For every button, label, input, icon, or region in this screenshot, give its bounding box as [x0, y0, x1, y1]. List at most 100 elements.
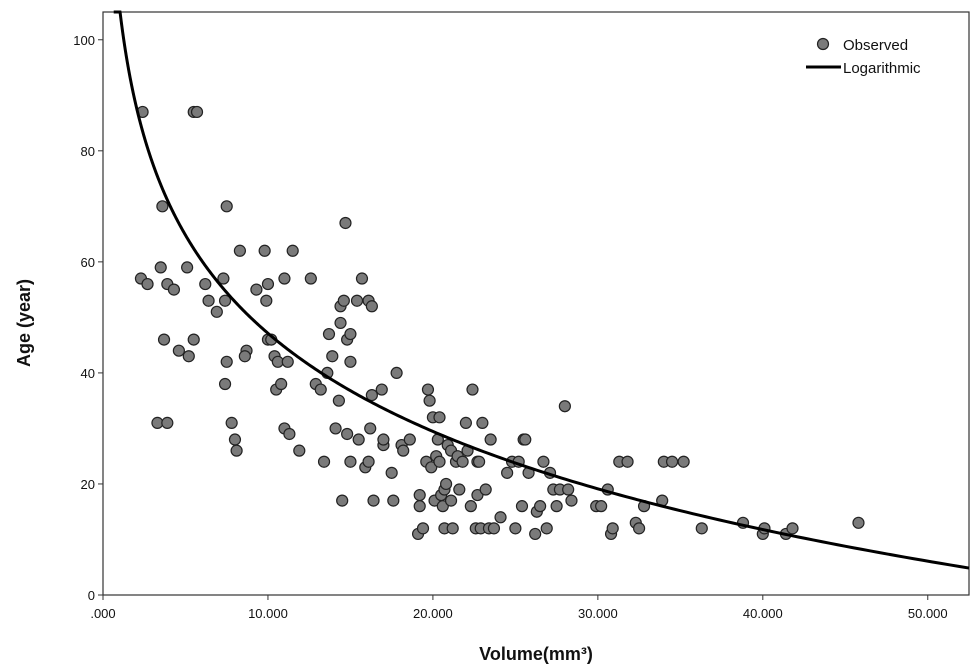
legend-logarithmic-label: Logarithmic: [843, 60, 921, 77]
observed-point: [156, 200, 169, 213]
observed-point: [459, 416, 472, 429]
legend-observed-label: Observed: [843, 37, 908, 54]
x-tick-label: 30.000: [578, 606, 618, 621]
observed-point: [472, 455, 486, 468]
observed-point: [141, 277, 154, 291]
legend-observed-marker: [816, 37, 830, 51]
observed-point: [225, 416, 238, 429]
observed-point: [217, 272, 230, 285]
observed-point: [260, 294, 273, 307]
observed-point: [344, 355, 357, 368]
observed-point: [387, 494, 400, 507]
observed-point: [385, 466, 398, 479]
observed-point: [595, 500, 608, 513]
observed-point: [339, 216, 352, 230]
x-tick-label: 10.000: [248, 606, 288, 621]
observed-point: [423, 394, 436, 407]
observed-point: [322, 327, 336, 341]
observed-point: [529, 527, 542, 541]
y-tick-label: 20: [81, 477, 95, 492]
observed-point: [550, 500, 563, 513]
y-tick-label: 60: [81, 255, 95, 270]
observed-point: [501, 466, 514, 479]
observed-point: [317, 455, 331, 468]
observed-point: [540, 522, 553, 535]
observed-point: [365, 300, 378, 313]
observed-point: [187, 333, 200, 346]
observed-point: [519, 433, 532, 446]
observed-point: [344, 455, 357, 468]
observed-point: [326, 350, 339, 363]
observed-point: [377, 433, 390, 446]
observed-point: [181, 261, 194, 274]
observed-point: [283, 427, 296, 441]
observed-point: [487, 522, 501, 535]
x-tick-label: 20.000: [413, 606, 453, 621]
observed-point: [218, 294, 232, 307]
y-tick-label: 80: [81, 144, 95, 159]
observed-point: [350, 294, 364, 307]
observed-point: [562, 483, 575, 496]
observed-point: [202, 294, 215, 307]
observed-point: [281, 355, 294, 368]
observed-point: [314, 383, 327, 396]
observed-point: [464, 500, 477, 513]
observed-point: [154, 261, 167, 274]
observed-point: [606, 522, 619, 535]
observed-point: [250, 283, 263, 296]
observed-point: [258, 244, 271, 257]
observed-point: [238, 350, 251, 363]
observed-point: [167, 283, 181, 296]
observed-point: [446, 522, 459, 535]
observed-point: [677, 455, 690, 468]
observed-point: [440, 477, 453, 491]
observed-point: [352, 433, 365, 446]
observed-point: [367, 494, 380, 507]
observed-point: [632, 522, 646, 535]
y-axis-title: Age (year): [14, 279, 34, 367]
observed-point: [509, 522, 522, 535]
observed-point: [534, 500, 547, 513]
observed-point: [365, 389, 378, 402]
observed-point: [413, 488, 426, 502]
observed-point: [413, 500, 426, 513]
plot-area-frame: [102, 11, 970, 596]
observed-point: [190, 105, 204, 119]
x-axis-title: Volume(mm³): [479, 644, 593, 664]
observed-point: [334, 316, 347, 330]
x-tick-label: 50.000: [908, 606, 948, 621]
observed-point: [336, 494, 349, 507]
observed-point: [515, 500, 529, 513]
observed-point: [355, 272, 369, 285]
observed-point: [364, 422, 377, 435]
observed-point: [278, 272, 291, 285]
observed-point: [621, 455, 634, 468]
observed-point: [403, 433, 416, 446]
y-tick-label: 0: [88, 588, 95, 603]
x-tick-label: 40.000: [743, 606, 783, 621]
observed-point: [332, 394, 345, 407]
observed-point: [695, 522, 708, 535]
observed-point: [341, 427, 354, 441]
observed-point: [444, 494, 458, 507]
observed-point: [565, 494, 578, 507]
observed-point: [558, 400, 571, 413]
observed-point: [375, 383, 388, 396]
observed-point: [220, 355, 233, 368]
observed-point: [436, 500, 449, 513]
observed-point: [275, 377, 288, 391]
observed-point: [453, 483, 466, 496]
observed-point: [157, 333, 171, 346]
observed-points: [134, 105, 865, 541]
observed-point: [852, 516, 865, 529]
observed-point: [261, 277, 275, 291]
observed-point: [182, 350, 195, 363]
observed-point: [218, 377, 232, 391]
observed-point: [786, 522, 799, 535]
observed-point: [537, 455, 550, 468]
observed-point: [344, 327, 357, 341]
observed-point: [230, 444, 243, 457]
observed-point: [416, 522, 430, 535]
observed-point: [665, 455, 679, 468]
